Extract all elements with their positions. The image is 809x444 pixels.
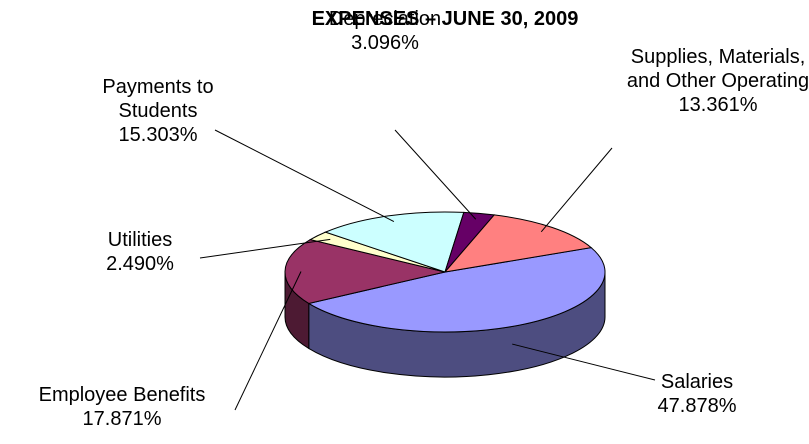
category-label: Depreciation xyxy=(328,8,442,30)
slice-label: Payments to Students 15.303% xyxy=(78,75,238,147)
value-label: 47.878% xyxy=(657,395,737,417)
category-label: Supplies, Materials, and Other Operating xyxy=(626,46,809,92)
slice xyxy=(443,214,593,273)
slice-label: Salaries 47.878% xyxy=(627,370,767,418)
leader-line xyxy=(214,129,395,222)
category-label: Employee Benefits xyxy=(38,384,206,406)
value-label: 15.303% xyxy=(118,124,198,146)
category-label: Utilities xyxy=(107,229,173,251)
slice-label: Employee Benefits 17.871% xyxy=(0,383,247,431)
slice-label: Depreciation 3.096% xyxy=(305,7,465,55)
leader-line xyxy=(512,343,656,381)
slice-label: Utilities 2.490% xyxy=(80,228,200,276)
leader-line xyxy=(199,238,331,259)
value-label: 2.490% xyxy=(106,253,174,275)
slice xyxy=(324,211,465,273)
leader-line xyxy=(234,271,302,411)
category-label: Payments to Students xyxy=(102,76,214,122)
chart-title: EXPENSES – JUNE 30, 2009 xyxy=(311,8,579,30)
slice xyxy=(284,239,446,305)
value-label: 13.361% xyxy=(678,94,758,116)
slice-label: Supplies, Materials, and Other Operating… xyxy=(623,45,809,117)
leader-line xyxy=(394,129,477,220)
value-label: 3.096% xyxy=(351,32,419,54)
category-label: Salaries xyxy=(660,371,734,393)
leader-line xyxy=(540,147,613,233)
slice xyxy=(307,247,606,333)
value-label: 17.871% xyxy=(82,408,162,430)
